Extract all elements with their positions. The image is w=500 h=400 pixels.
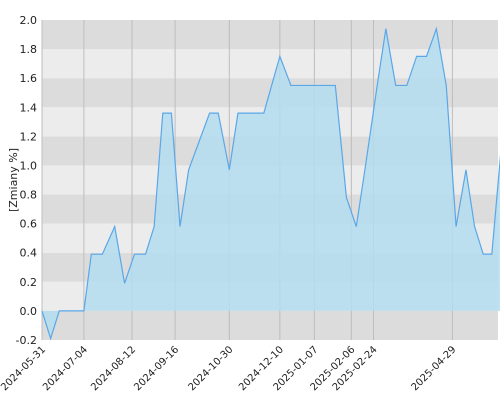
series-area bbox=[42, 28, 500, 339]
x-tick-label: 2025-04-29 bbox=[410, 344, 459, 393]
y-tick-label: 1.8 bbox=[20, 43, 38, 56]
grid-band bbox=[42, 20, 498, 50]
y-tick-label: 1.2 bbox=[20, 130, 38, 143]
x-tick-label: 2024-07-04 bbox=[41, 344, 90, 393]
grid-band bbox=[42, 310, 498, 340]
y-tick-label: -0.2 bbox=[16, 334, 37, 347]
series-layer bbox=[41, 26, 500, 341]
y-tick-label: 1.0 bbox=[20, 159, 38, 172]
y-tick-label: 2.0 bbox=[20, 14, 38, 27]
y-tick-label: 0.0 bbox=[20, 305, 38, 318]
x-tick-label: 2024-08-12 bbox=[89, 344, 138, 393]
series-line bbox=[41, 26, 500, 341]
y-tick-label: 0.4 bbox=[20, 247, 38, 260]
y-axis-ticks: -0.2 0.0 0.2 0.4 0.6 0.8 1.0 1.2 1.4 1.6 1.8 2.0 bbox=[16, 14, 37, 347]
y-tick-label: 1.6 bbox=[20, 72, 38, 85]
x-tick-label: 2024-10-30 bbox=[187, 344, 236, 393]
y-axis-title: [Zmiany %] bbox=[7, 148, 20, 212]
y-tick-label: 0.8 bbox=[20, 189, 38, 202]
x-tick-label: 2024-09-16 bbox=[132, 344, 181, 393]
y-tick-label: 0.6 bbox=[20, 218, 38, 231]
y-tick-label: 0.2 bbox=[20, 276, 38, 289]
y-tick-label: 1.4 bbox=[20, 101, 38, 114]
